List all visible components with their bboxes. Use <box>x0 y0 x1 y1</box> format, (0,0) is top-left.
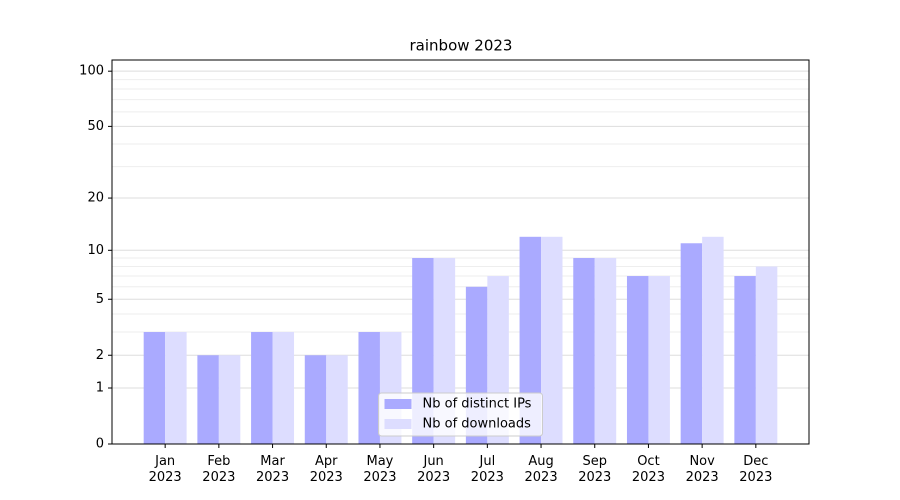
bar <box>197 355 219 444</box>
y-tick-label: 5 <box>96 292 104 307</box>
bar <box>326 355 348 444</box>
x-tick-label-line: 2023 <box>686 470 719 485</box>
legend-box <box>378 392 543 437</box>
x-tick-label-line: Jul <box>479 454 496 469</box>
bar <box>594 257 617 444</box>
x-tick-label-line: 2023 <box>739 470 772 485</box>
x-tick-label-line: Mar <box>260 454 285 469</box>
bar <box>304 355 327 444</box>
x-tick-label: Apr 2023 <box>310 454 343 485</box>
x-tick-label-line: May <box>367 454 394 469</box>
bar <box>702 236 724 444</box>
x-tick-label: May 2023 <box>363 454 396 485</box>
bar <box>626 276 649 444</box>
x-tick-label-line: 2023 <box>363 470 396 485</box>
legend-label: Nb of distinct IPs <box>423 397 532 412</box>
x-tick-label-line: Sep <box>582 454 607 469</box>
x-tick-label-line: Apr <box>315 454 338 469</box>
x-tick-label-line: 2023 <box>471 470 504 485</box>
x-tick-label-line: Feb <box>207 454 230 469</box>
bar <box>648 276 670 444</box>
x-tick-label-line: 2023 <box>202 470 235 485</box>
y-tick-label: 0 <box>96 437 104 452</box>
x-tick-label: Sep 2023 <box>578 454 611 485</box>
bar <box>143 332 166 444</box>
bar <box>573 257 595 444</box>
bar <box>519 236 542 444</box>
bar <box>755 266 778 444</box>
legend-swatch <box>384 419 412 429</box>
y-tick-label: 100 <box>79 64 104 79</box>
y-tick-label: 20 <box>87 191 104 206</box>
axes-frame <box>111 59 810 445</box>
x-tick-label: Mar 2023 <box>256 454 289 485</box>
x-tick-label-line: 2023 <box>525 470 558 485</box>
x-tick-label-line: 2023 <box>632 470 665 485</box>
x-tick-label: Jul 2023 <box>471 454 504 485</box>
x-tick-label: Jun 2023 <box>417 454 450 485</box>
x-tick-label-line: Jun <box>422 454 443 469</box>
x-tick-label: Jan 2023 <box>149 454 182 485</box>
bar <box>680 243 703 444</box>
bar <box>218 355 241 444</box>
x-tick-label: Aug 2023 <box>525 454 558 485</box>
x-tick-label: Dec 2023 <box>739 454 772 485</box>
bar <box>272 332 295 444</box>
x-tick-label: Nov 2023 <box>686 454 719 485</box>
bar <box>358 332 380 444</box>
bar <box>734 276 756 444</box>
x-tick-label: Oct 2023 <box>632 454 665 485</box>
x-tick-label-line: 2023 <box>256 470 289 485</box>
bar <box>541 236 563 444</box>
y-tick-label: 50 <box>87 119 104 134</box>
x-tick-label-line: Oct <box>637 454 659 469</box>
legend-swatch <box>384 399 412 409</box>
y-tick-label: 10 <box>87 243 104 258</box>
y-tick-label: 1 <box>96 381 104 396</box>
x-tick-label-line: 2023 <box>149 470 182 485</box>
legend-label: Nb of downloads <box>423 417 532 432</box>
y-tick-label: 2 <box>96 348 104 363</box>
x-tick-label-line: Aug <box>528 454 553 469</box>
x-tick-label-line: 2023 <box>417 470 450 485</box>
x-tick-label-line: Dec <box>743 454 768 469</box>
x-tick-label-line: Nov <box>689 454 715 469</box>
bar <box>251 332 273 444</box>
x-tick-label-line: 2023 <box>310 470 343 485</box>
x-tick-label: Feb 2023 <box>202 454 235 485</box>
bar <box>165 332 187 444</box>
x-tick-label-line: 2023 <box>578 470 611 485</box>
x-tick-label-line: Jan <box>154 454 175 469</box>
chart-title: rainbow 2023 <box>410 37 513 55</box>
